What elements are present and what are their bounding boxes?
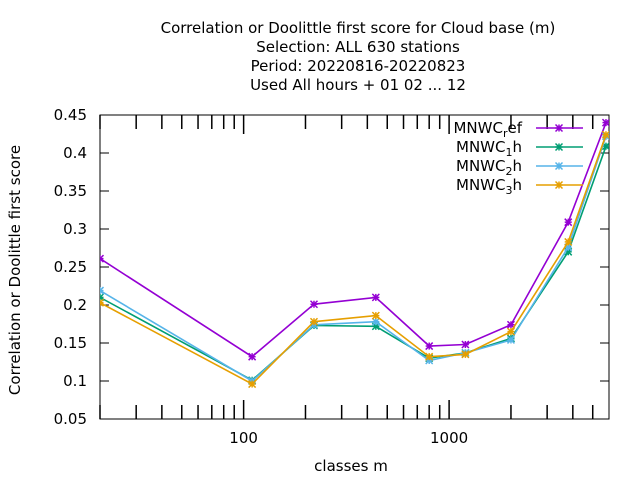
data-point — [309, 300, 319, 309]
title-line-4: Used All hours + 01 02 ... 12 — [250, 76, 466, 94]
data-point — [371, 317, 380, 326]
y-tick-label: 0.1 — [63, 372, 87, 390]
y-axis-label: Correlation or Doolittle first score — [6, 145, 24, 395]
data-point — [564, 218, 573, 227]
legend-entry-MNWC_3h: MNWC3h — [456, 176, 583, 197]
legend-label: MNWC3h — [456, 176, 522, 197]
y-tick-label: 0.25 — [54, 258, 87, 276]
title-line-2: Selection: ALL 630 stations — [256, 38, 460, 56]
legend-entry-MNWC_ref: MNWCref — [453, 119, 583, 140]
data-point — [461, 350, 470, 359]
legend-marker — [554, 142, 564, 152]
x-tick-label: 1000 — [430, 429, 468, 447]
y-tick-label: 0.15 — [54, 334, 87, 352]
legend-label: MNWC2h — [456, 157, 522, 178]
legend-entry-MNWC_1h: MNWC1h — [456, 138, 583, 159]
chart-title: Correlation or Doolittle first score for… — [161, 19, 556, 94]
data-point — [425, 352, 434, 361]
data-point — [601, 130, 609, 139]
data-point — [100, 298, 105, 307]
data-point — [371, 311, 380, 320]
data-point — [100, 254, 105, 263]
legend-marker — [554, 123, 564, 133]
series-line — [100, 145, 607, 382]
data-point — [601, 118, 609, 127]
title-line-1: Correlation or Doolittle first score for… — [161, 19, 556, 37]
y-tick-label: 0.35 — [54, 182, 87, 200]
data-point — [371, 293, 380, 302]
title-line-3: Period: 20220816-20220823 — [251, 57, 466, 75]
legend-label: MNWC1h — [456, 138, 522, 159]
data-point — [425, 342, 434, 351]
data-point — [248, 352, 257, 361]
y-tick-label: 0.05 — [54, 410, 87, 428]
legend-marker — [554, 180, 564, 190]
y-tick-label: 0.4 — [63, 144, 87, 162]
data-point — [461, 340, 470, 349]
y-tick-label: 0.3 — [63, 220, 87, 238]
series-MNWC_ref — [100, 118, 609, 361]
data-point — [601, 142, 609, 151]
data-point — [506, 335, 515, 344]
legend-marker — [554, 161, 564, 171]
data-point — [309, 317, 319, 326]
series-line — [100, 134, 607, 385]
series-line — [100, 136, 607, 382]
plot-border — [99, 114, 610, 420]
data-point — [248, 380, 257, 389]
y-tick-label: 0.45 — [54, 106, 87, 124]
series-MNWC_2h — [100, 132, 609, 386]
series-lines — [100, 118, 609, 389]
series-MNWC_3h — [100, 130, 609, 389]
data-point — [506, 327, 515, 336]
legend-label: MNWCref — [453, 119, 522, 140]
x-axis-label: classes m — [314, 457, 388, 475]
series-MNWC_1h — [100, 142, 609, 385]
data-point — [564, 237, 573, 246]
y-tick-label: 0.2 — [63, 296, 87, 314]
x-tick-label: 100 — [229, 429, 258, 447]
data-point — [100, 286, 105, 295]
series-line — [100, 122, 607, 358]
legend-entry-MNWC_2h: MNWC2h — [456, 157, 583, 178]
axes: 0.05 0.1 0.15 0.2 0.25 0.3 0.35 0.4 0.45 100 1000 — [54, 106, 610, 447]
